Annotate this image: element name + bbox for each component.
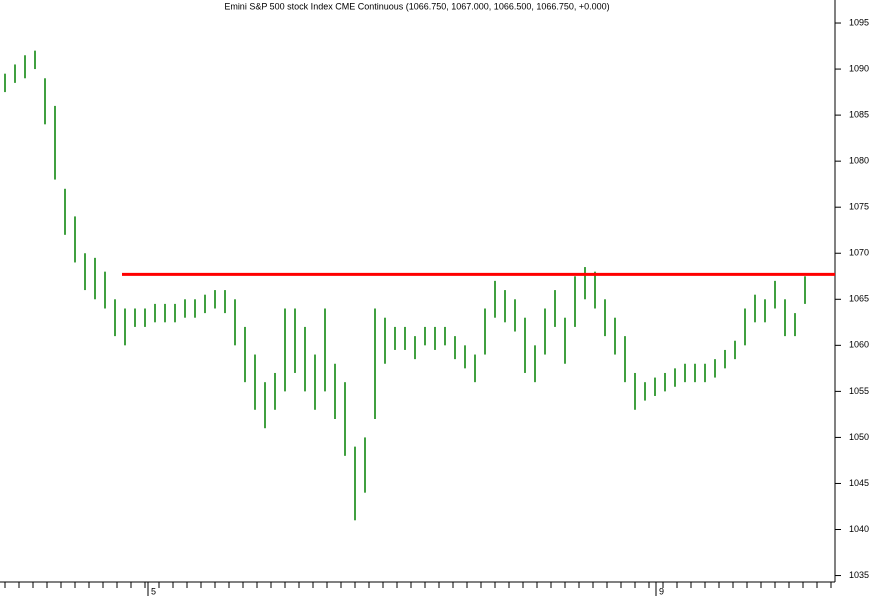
y-tick-label: 1080 [849, 156, 869, 166]
y-tick-label: 1060 [849, 340, 869, 350]
y-tick-label: 1095 [849, 17, 869, 27]
y-tick-label: 1035 [849, 570, 869, 580]
x-tick-label: 9 [659, 586, 664, 596]
y-tick-label: 1070 [849, 248, 869, 258]
y-tick-label: 1085 [849, 109, 869, 119]
y-tick-label: 1040 [849, 524, 869, 534]
y-tick-label: 1090 [849, 63, 869, 73]
y-tick-label: 1050 [849, 432, 869, 442]
y-tick-label: 1045 [849, 478, 869, 488]
chart-title: Emini S&P 500 stock Index CME Continuous… [224, 1, 609, 11]
y-tick-label: 1065 [849, 294, 869, 304]
y-tick-label: 1055 [849, 386, 869, 396]
x-tick-label: 5 [151, 586, 156, 596]
y-tick-label: 1075 [849, 202, 869, 212]
